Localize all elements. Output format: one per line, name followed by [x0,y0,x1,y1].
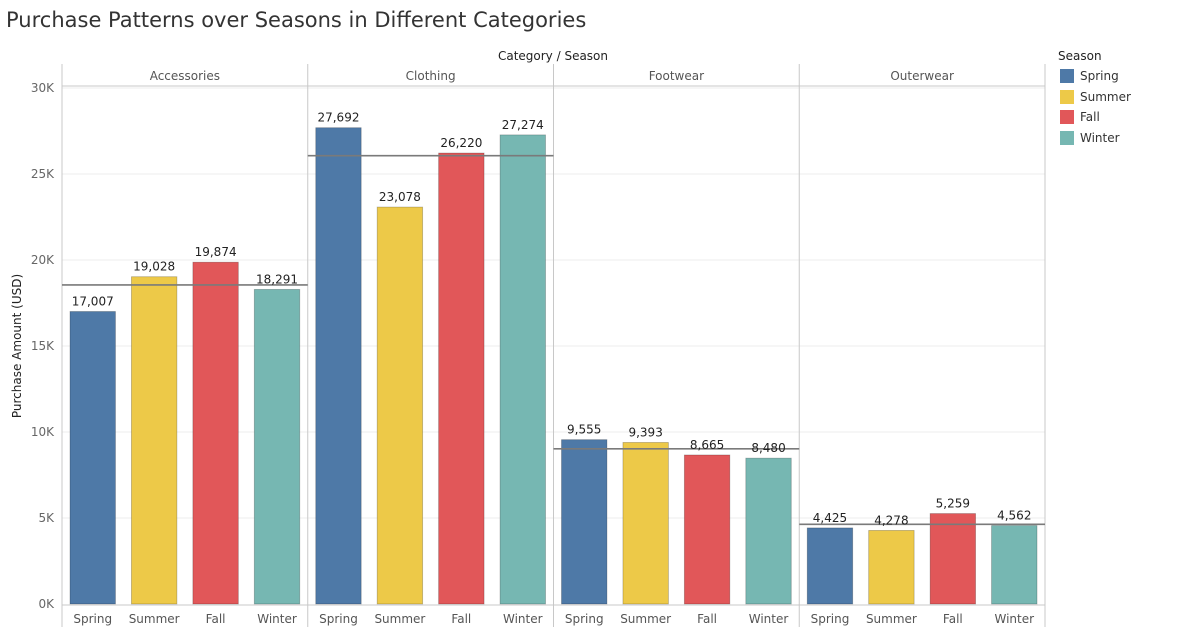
data-label-footwear-summer: 9,393 [628,425,662,439]
data-label-outerwear-spring: 4,425 [813,511,847,525]
bar-outerwear-winter[interactable] [991,525,1038,605]
x-tick-label-accessories-summer: Summer [129,612,180,626]
x-tick-label-clothing-winter: Winter [503,612,543,626]
bar-clothing-spring[interactable] [315,127,362,605]
x-tick-label-footwear-winter: Winter [749,612,789,626]
bar-footwear-spring[interactable] [561,439,608,605]
data-label-outerwear-fall: 5,259 [936,497,970,511]
legend-item-winter[interactable]: Winter [1060,128,1131,149]
legend-swatch-spring [1060,69,1074,84]
data-label-footwear-spring: 9,555 [567,423,601,437]
data-label-accessories-spring: 17,007 [72,294,114,308]
legend-item-fall[interactable]: Fall [1060,107,1131,128]
data-label-footwear-winter: 8,480 [751,441,785,455]
x-tick-label-clothing-summer: Summer [374,612,425,626]
panel-header-accessories: Accessories [150,69,220,83]
legend-item-summer[interactable]: Summer [1060,87,1131,108]
panel-header-outerwear: Outerwear [890,69,954,83]
data-label-clothing-spring: 27,692 [317,111,359,125]
x-tick-label-accessories-winter: Winter [257,612,297,626]
legend-title: Season [1058,49,1102,63]
data-label-clothing-fall: 26,220 [440,136,482,150]
average-reference-lines [62,154,1045,526]
x-tick-label-accessories-spring: Spring [73,612,112,626]
chart-title: Purchase Patterns over Seasons in Differ… [6,8,587,32]
legend-label-spring: Spring [1080,69,1119,84]
legend-swatch-winter [1060,130,1074,145]
bar-outerwear-summer[interactable] [868,530,915,605]
bar-accessories-spring[interactable] [69,311,116,605]
data-label-accessories-winter: 18,291 [256,272,298,286]
x-tick-label-outerwear-spring: Spring [811,612,850,626]
x-tick-label-clothing-spring: Spring [319,612,358,626]
x-tick-label-outerwear-fall: Fall [943,612,963,626]
x-tick-label-footwear-fall: Fall [697,612,717,626]
data-label-clothing-summer: 23,078 [379,190,421,204]
bar-outerwear-fall[interactable] [929,513,976,605]
x-tick-label-outerwear-winter: Winter [995,612,1035,626]
data-labels: 17,007 19,028 19,874 18,291 27,692 23,078 26,2… [72,111,1032,528]
x-tick-label-footwear-spring: Spring [565,612,604,626]
y-tick-label-0: 0K [38,597,55,611]
y-tick-label-15000: 15K [31,339,55,353]
column-header-label: Category / Season [498,49,608,63]
panel-header-clothing: Clothing [406,69,456,83]
bar-outerwear-spring[interactable] [806,527,854,605]
y-tick-label-10000: 10K [31,425,55,439]
x-tick-label-footwear-summer: Summer [620,612,671,626]
legend-label-fall: Fall [1080,110,1100,125]
bars [69,127,1038,605]
bar-accessories-summer[interactable] [131,276,178,605]
bar-clothing-fall[interactable] [438,152,485,605]
legend: Spring Summer Fall Winter [1060,66,1131,148]
legend-swatch-fall [1060,110,1074,125]
data-label-accessories-summer: 19,028 [133,260,175,274]
x-tick-label-outerwear-summer: Summer [866,612,917,626]
legend-label-winter: Winter [1080,130,1120,145]
y-tick-label-20000: 20K [31,253,55,267]
bar-footwear-winter[interactable] [745,457,792,605]
bar-accessories-fall[interactable] [192,261,239,605]
legend-swatch-summer [1060,89,1074,104]
bar-clothing-summer[interactable] [376,206,424,605]
data-label-outerwear-winter: 4,562 [997,509,1031,523]
y-tick-label-5000: 5K [38,511,55,525]
x-tick-label-accessories-fall: Fall [206,612,226,626]
bar-footwear-fall[interactable] [683,454,731,605]
panel-frames [61,64,1046,627]
axes: Category / Season Purchase Amount (USD) 0K… [10,49,1034,626]
bar-footwear-summer[interactable] [622,442,669,605]
y-tick-label-30000: 30K [31,81,55,95]
panel-header-footwear: Footwear [649,69,704,83]
data-label-footwear-fall: 8,665 [690,438,724,452]
y-tick-label-25000: 25K [31,167,55,181]
x-tick-label-clothing-fall: Fall [451,612,471,626]
legend-label-summer: Summer [1080,89,1131,104]
legend-item-spring[interactable]: Spring [1060,66,1131,87]
bar-clothing-winter[interactable] [499,134,546,605]
bar-accessories-winter[interactable] [253,288,301,605]
y-axis-title: Purchase Amount (USD) [10,274,24,418]
data-label-clothing-winter: 27,274 [502,118,544,132]
data-label-outerwear-summer: 4,278 [874,513,908,527]
data-label-accessories-fall: 19,874 [195,245,237,259]
